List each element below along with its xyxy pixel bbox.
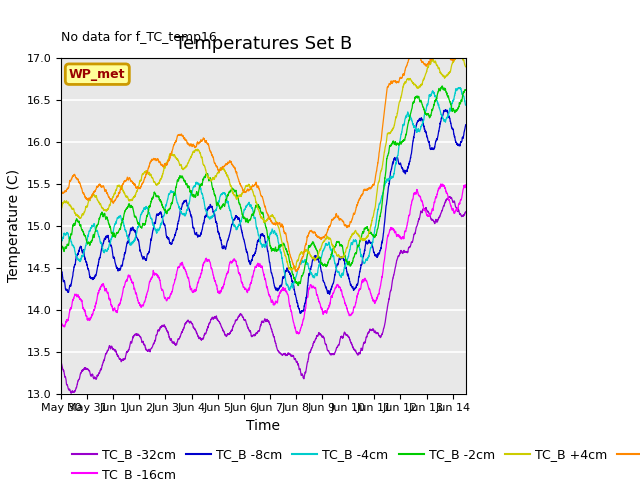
TC_B -8cm	[212, 219, 220, 225]
TC_B -2cm	[294, 283, 302, 288]
TC_B -16cm	[230, 256, 237, 262]
TC_B -8cm	[296, 311, 304, 316]
TC_B -8cm	[410, 132, 418, 137]
TC_B -2cm	[127, 203, 135, 208]
TC_B -2cm	[57, 243, 65, 249]
TC_B -32cm	[212, 314, 220, 320]
TC_B -16cm	[437, 181, 445, 187]
TC_B -4cm	[462, 102, 470, 108]
TC_B -4cm	[410, 123, 418, 129]
TC_B -8cm	[57, 267, 65, 273]
TC_B -16cm	[454, 205, 462, 211]
TC_B -2cm	[438, 83, 446, 89]
TC_B -16cm	[103, 289, 111, 295]
TC_B -2cm	[462, 87, 470, 93]
TC_B +8cm	[230, 164, 237, 169]
TC_B +4cm	[230, 192, 237, 197]
TC_B -16cm	[212, 282, 220, 288]
TC_B -32cm	[104, 348, 111, 353]
TC_B -2cm	[212, 198, 220, 204]
TC_B +4cm	[212, 174, 220, 180]
Text: WP_met: WP_met	[69, 68, 125, 81]
TC_B -16cm	[57, 319, 65, 325]
TC_B -16cm	[462, 182, 470, 188]
TC_B -4cm	[285, 288, 293, 293]
TC_B -4cm	[212, 207, 220, 213]
TC_B -2cm	[410, 98, 418, 104]
TC_B -2cm	[454, 105, 462, 111]
Line: TC_B -16cm: TC_B -16cm	[61, 184, 466, 334]
TC_B -4cm	[103, 248, 111, 253]
Title: Temperatures Set B: Temperatures Set B	[175, 35, 352, 53]
TC_B +8cm	[462, 40, 470, 46]
TC_B +8cm	[454, 52, 461, 58]
TC_B -8cm	[462, 122, 470, 128]
TC_B +4cm	[103, 207, 111, 213]
TC_B +8cm	[57, 189, 65, 195]
TC_B +8cm	[461, 39, 468, 45]
TC_B -32cm	[446, 194, 454, 200]
TC_B -4cm	[230, 223, 237, 229]
TC_B +4cm	[127, 197, 135, 203]
TC_B -2cm	[230, 187, 237, 192]
TC_B +8cm	[127, 179, 135, 184]
TC_B -8cm	[442, 107, 449, 113]
TC_B +8cm	[212, 163, 220, 169]
TC_B -8cm	[103, 234, 111, 240]
TC_B -16cm	[410, 191, 418, 196]
TC_B -8cm	[454, 143, 462, 148]
TC_B +8cm	[292, 269, 300, 275]
TC_B -32cm	[230, 322, 237, 327]
TC_B -32cm	[57, 358, 65, 364]
TC_B +4cm	[57, 205, 65, 211]
TC_B -32cm	[68, 390, 76, 396]
TC_B +4cm	[454, 52, 461, 58]
TC_B -32cm	[462, 209, 470, 215]
Text: No data for f_TC_temp16: No data for f_TC_temp16	[61, 31, 217, 44]
Line: TC_B -2cm: TC_B -2cm	[61, 86, 466, 286]
TC_B -16cm	[127, 277, 135, 283]
Legend: TC_B -32cm, TC_B -16cm, TC_B -8cm, TC_B -4cm, TC_B -2cm, TC_B +4cm, TC_B +8cm: TC_B -32cm, TC_B -16cm, TC_B -8cm, TC_B …	[67, 444, 640, 480]
TC_B -16cm	[295, 331, 303, 337]
TC_B +4cm	[287, 267, 295, 273]
Line: TC_B +8cm: TC_B +8cm	[61, 42, 466, 272]
TC_B -4cm	[57, 241, 65, 247]
X-axis label: Time: Time	[246, 419, 280, 433]
TC_B -8cm	[127, 227, 135, 233]
TC_B -32cm	[454, 208, 462, 214]
Line: TC_B +4cm: TC_B +4cm	[61, 54, 466, 270]
TC_B +4cm	[410, 82, 418, 87]
TC_B -8cm	[230, 217, 237, 223]
TC_B -32cm	[127, 340, 135, 346]
Y-axis label: Temperature (C): Temperature (C)	[7, 169, 21, 282]
TC_B -4cm	[127, 241, 135, 247]
TC_B +4cm	[454, 51, 462, 57]
Line: TC_B -8cm: TC_B -8cm	[61, 110, 466, 313]
Line: TC_B -32cm: TC_B -32cm	[61, 197, 466, 393]
TC_B -4cm	[454, 85, 462, 91]
TC_B +4cm	[462, 64, 470, 70]
TC_B -32cm	[410, 231, 418, 237]
TC_B +8cm	[410, 48, 418, 53]
TC_B -2cm	[103, 215, 111, 220]
Line: TC_B -4cm: TC_B -4cm	[61, 88, 466, 290]
TC_B -4cm	[454, 86, 461, 92]
TC_B +8cm	[103, 190, 111, 196]
